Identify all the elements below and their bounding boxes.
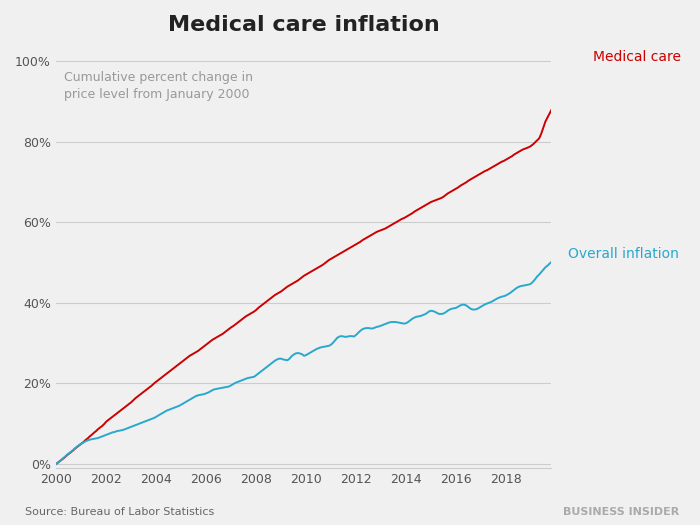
Title: Medical care inflation: Medical care inflation (168, 15, 440, 35)
Text: Overall inflation: Overall inflation (568, 247, 679, 261)
Text: Source: Bureau of Labor Statistics: Source: Bureau of Labor Statistics (25, 507, 214, 517)
Text: Cumulative percent change in
price level from January 2000: Cumulative percent change in price level… (64, 71, 253, 101)
Text: BUSINESS INSIDER: BUSINESS INSIDER (563, 507, 679, 517)
Text: Medical care: Medical care (593, 50, 681, 64)
